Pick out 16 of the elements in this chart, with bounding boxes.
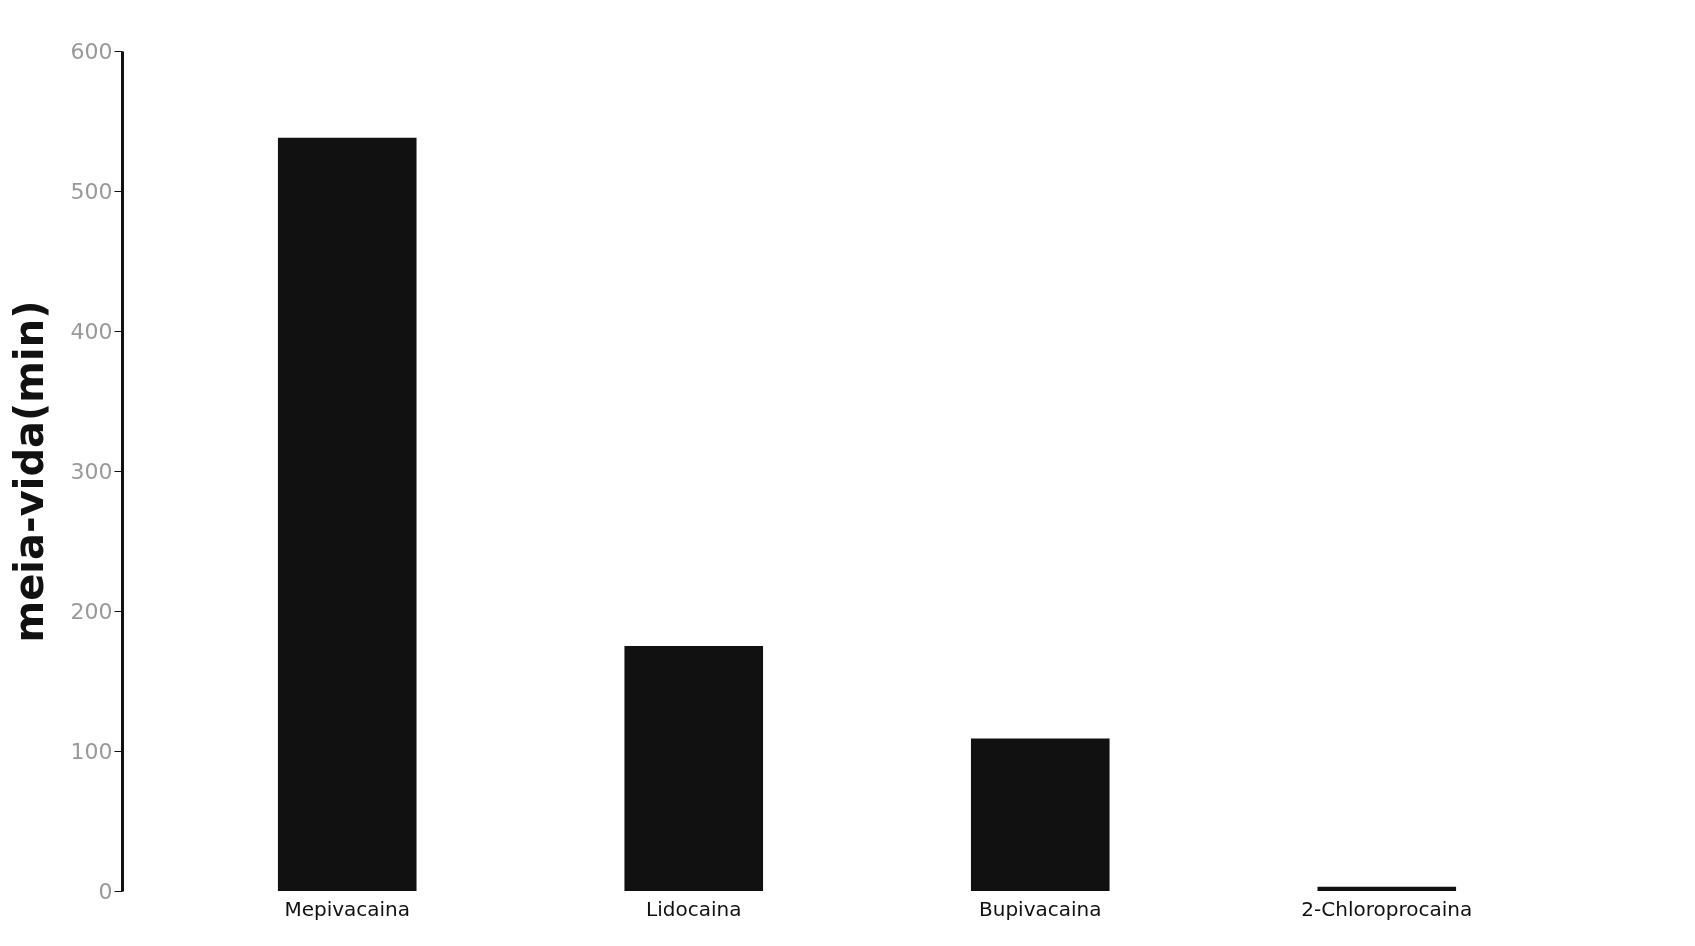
bar [970, 738, 1110, 891]
x-tick-label: 2-Chloroprocaina [1301, 896, 1473, 921]
x-tick-label: Bupivacaina [979, 896, 1102, 921]
y-tick-label: 200 [70, 598, 113, 624]
y-tick-label: 400 [70, 318, 113, 344]
y-tick-label: 500 [70, 178, 113, 204]
bar [624, 646, 764, 891]
y-tick-label: 300 [70, 458, 113, 484]
y-tick-label: 600 [70, 38, 113, 64]
x-tick-label: Mepivacaina [284, 896, 411, 921]
bar [1317, 886, 1457, 891]
y-axis-title: meia-vida(min) [5, 300, 52, 643]
y-tick-label: 100 [70, 738, 113, 764]
x-tick-label: Lidocaina [646, 896, 742, 921]
bar [277, 137, 417, 891]
y-tick-label: 0 [98, 878, 113, 904]
